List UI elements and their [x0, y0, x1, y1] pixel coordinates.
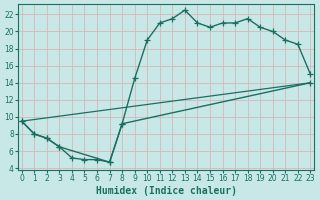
- X-axis label: Humidex (Indice chaleur): Humidex (Indice chaleur): [96, 186, 236, 196]
